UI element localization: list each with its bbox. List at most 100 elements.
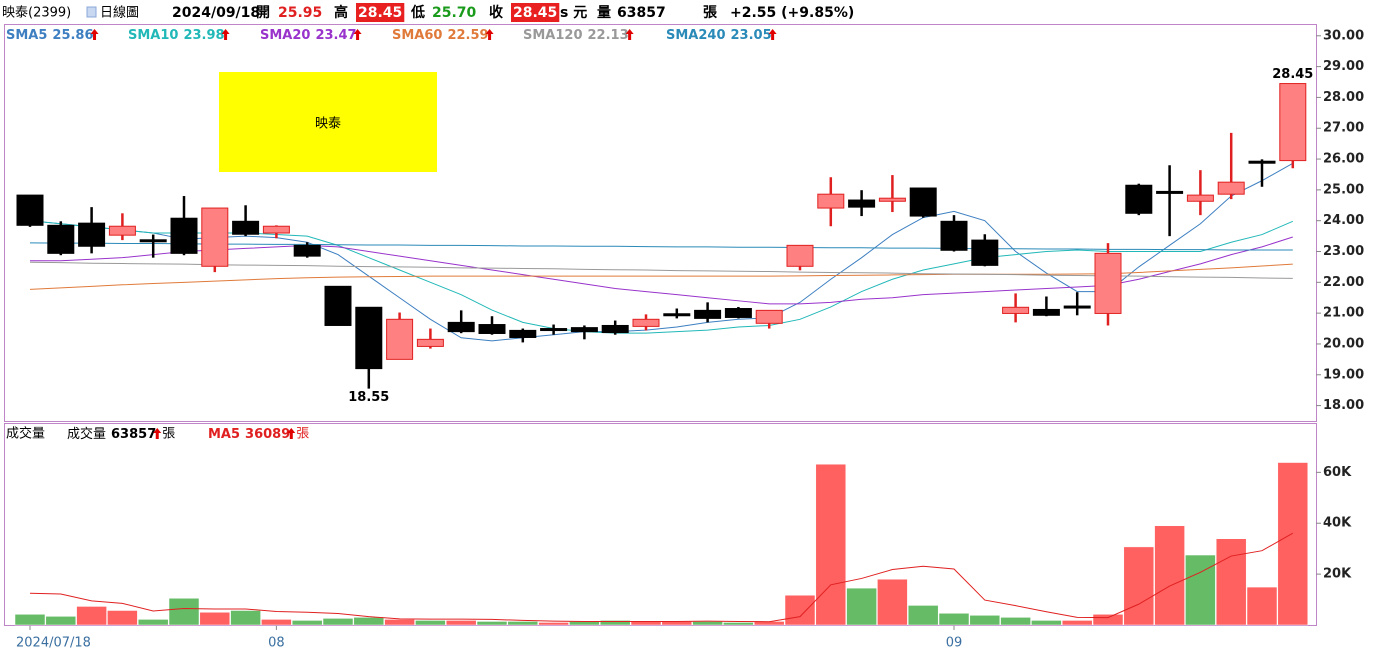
volume-bar	[107, 610, 138, 626]
candle-body	[386, 318, 414, 360]
volume-unit: 張	[162, 427, 175, 442]
y-tick-label: 22.00	[1323, 275, 1364, 290]
volume-bar	[14, 614, 46, 626]
volume-bar	[1154, 525, 1185, 626]
candle-body	[1094, 252, 1122, 314]
volume-bar	[569, 621, 600, 626]
candle-body	[632, 318, 660, 327]
y-tick-label: 40K	[1323, 516, 1352, 531]
volume-bar	[45, 616, 77, 626]
volume-bar	[692, 621, 723, 626]
candle-body	[16, 194, 44, 226]
candle-body	[47, 224, 75, 254]
y-tick-label: 19.00	[1323, 367, 1364, 382]
header-close-label: 收	[489, 4, 504, 21]
x-tick-label: 09	[946, 636, 963, 651]
volume-bar	[476, 621, 508, 626]
candle-body	[971, 239, 999, 266]
volume-panel	[4, 423, 1317, 626]
volume-bar	[322, 618, 354, 626]
candle-body	[170, 217, 198, 254]
header-open: 25.95	[278, 5, 322, 21]
volume-bar	[538, 622, 569, 626]
annotation: 映泰	[315, 117, 341, 132]
legend-entry: SMA5 25.86	[6, 28, 94, 43]
volume-bar	[815, 463, 847, 626]
legend-entry: SMA60 22.59	[392, 28, 489, 43]
volume-bar	[168, 598, 200, 626]
volume-bar	[938, 613, 970, 626]
header-volume-label: 量	[597, 5, 611, 21]
volume-bar	[137, 619, 169, 626]
y-tick-label: 28.00	[1323, 90, 1364, 105]
candle-body	[78, 222, 106, 247]
header-low-label: 低	[410, 4, 425, 21]
up-arrow	[353, 29, 362, 40]
up-arrow	[221, 29, 230, 40]
header-period: 日線圖	[100, 5, 139, 21]
candle-body	[786, 244, 814, 267]
volume-bar	[723, 622, 754, 626]
candle-body	[848, 199, 876, 208]
header-high-label: 高	[334, 4, 348, 21]
header-date: 2024/09/18	[172, 5, 260, 21]
legend-value: 23.98	[183, 28, 224, 43]
legend-name: SMA10	[128, 28, 178, 43]
candle-body	[509, 329, 537, 338]
legend-value: 36089	[245, 427, 290, 442]
y-tick-label: 21.00	[1323, 306, 1364, 321]
header-volume: 63857	[617, 5, 666, 21]
candle-body	[540, 328, 568, 332]
period-icon	[86, 6, 97, 18]
volume-bar	[846, 587, 877, 626]
candle-body	[940, 220, 968, 251]
candle-body	[447, 321, 475, 333]
volume-bar	[1215, 538, 1247, 626]
candle-body	[1032, 308, 1060, 316]
header-low: 25.70	[432, 5, 477, 21]
candle-body	[601, 324, 629, 334]
volume-bar	[907, 605, 939, 626]
y-tick-label: 25.00	[1323, 182, 1364, 197]
up-arrow	[485, 29, 494, 40]
legend-value: 25.86	[52, 28, 93, 43]
x-tick-label: 2024/07/18	[16, 636, 91, 651]
volume-bar	[507, 621, 539, 626]
legend-name: SMA20	[260, 28, 310, 43]
legend-value: 23.47	[315, 28, 356, 43]
volume-bar	[661, 621, 693, 626]
header-unit: s 元	[560, 5, 587, 21]
candle-body	[201, 207, 229, 267]
y-tick-label: 27.00	[1323, 121, 1364, 136]
candle-body	[694, 309, 722, 319]
header-highlight	[356, 3, 405, 22]
header-name: 映泰(2399)	[2, 6, 71, 21]
high-label: 28.45	[1272, 67, 1313, 82]
y-tick-label: 60K	[1323, 465, 1352, 480]
header-close: 28.45	[513, 5, 557, 21]
header-change: +2.55 (+9.85%)	[730, 5, 854, 21]
header-volume-unit: 張	[703, 5, 718, 21]
candle-body	[1125, 184, 1153, 214]
ma-line	[29, 242, 1293, 251]
volume-unit: 張	[296, 427, 309, 442]
candle-body	[1279, 83, 1307, 162]
ma-legend: MA5 36089	[208, 427, 290, 442]
volume-bar	[630, 621, 662, 626]
legend-value: 63857	[111, 427, 156, 442]
volume-legend: 成交量 63857	[67, 426, 156, 442]
volume-bar	[353, 617, 385, 626]
legend-entry: SMA20 23.47	[260, 28, 357, 43]
volume-bar	[1123, 546, 1155, 626]
volume-title: 成交量	[6, 426, 45, 442]
volume-bar	[199, 612, 231, 626]
legend-entry: SMA10 23.98	[128, 28, 225, 43]
ma-line	[29, 263, 1293, 290]
candle-body	[755, 309, 783, 324]
candle-body	[478, 324, 506, 334]
candle-body	[817, 193, 845, 209]
candle-body	[1063, 305, 1091, 309]
ma-line	[29, 162, 1294, 342]
